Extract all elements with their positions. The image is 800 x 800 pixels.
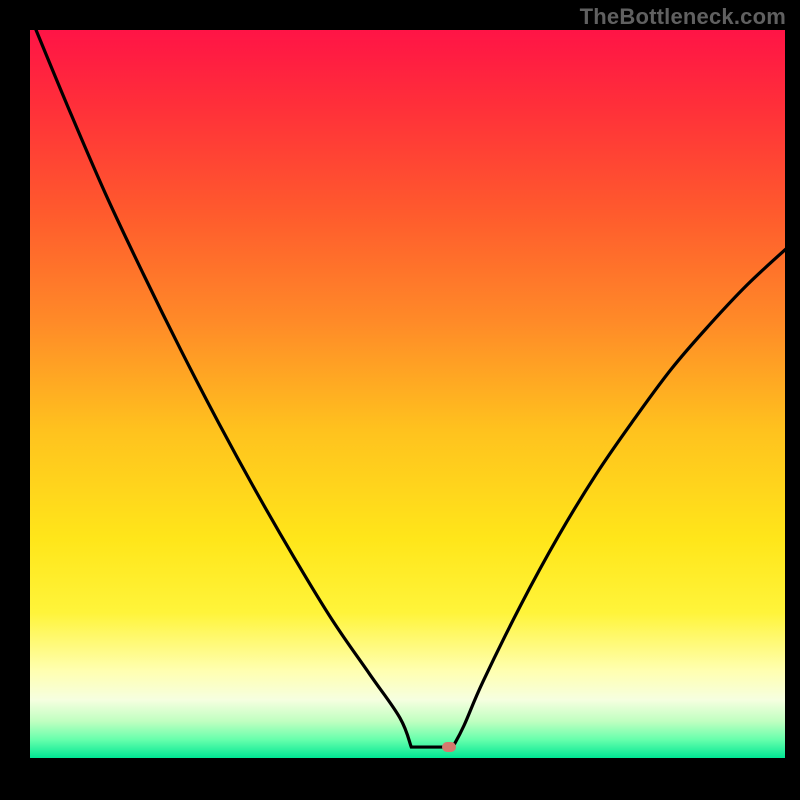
plot-area <box>30 30 785 758</box>
optimum-marker <box>442 742 456 752</box>
watermark-text: TheBottleneck.com <box>580 4 786 30</box>
bottleneck-curve <box>30 30 785 758</box>
